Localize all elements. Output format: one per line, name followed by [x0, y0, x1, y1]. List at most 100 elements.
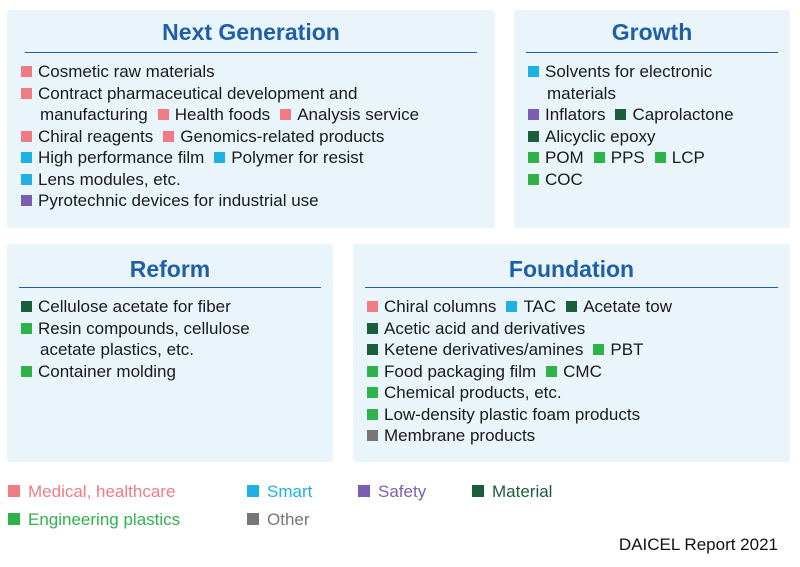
- list-item: PPS: [593, 148, 645, 167]
- category-square-icon: [21, 152, 32, 163]
- foundation-rule: [365, 287, 778, 288]
- item-text: Lens modules, etc.: [38, 169, 181, 189]
- category-square-icon: [367, 322, 378, 334]
- list-item: Solvents for electronic: [528, 62, 712, 81]
- list-item: COC: [528, 170, 583, 189]
- item-text: PPS: [610, 148, 645, 167]
- next-generation-items: Cosmetic raw materials Contract pharmaceu…: [21, 61, 419, 212]
- category-square-icon: [21, 130, 32, 142]
- item-text: Chemical products, etc.: [384, 383, 562, 402]
- category-square-icon: [367, 408, 378, 420]
- item-line: acetate plastics, etc.: [21, 339, 250, 361]
- category-square-icon: [21, 195, 32, 206]
- legend-item-other: Other: [247, 509, 310, 531]
- item-text: High performance film: [38, 148, 205, 167]
- list-item: Membrane products: [367, 426, 535, 445]
- next-generation-title: Next Generation: [162, 19, 340, 45]
- category-square-icon: [367, 365, 378, 377]
- list-item: Chiral columns: [367, 297, 496, 316]
- list-item: TAC: [506, 297, 556, 316]
- category-square-icon: [21, 173, 32, 185]
- list-item: acetate plastics, etc.: [40, 340, 194, 359]
- legend-item-material: Material: [472, 481, 552, 503]
- item-line: Container molding: [21, 361, 250, 383]
- legend-label: Other: [267, 510, 310, 529]
- item-text: TAC: [523, 297, 557, 316]
- item-text: PBT: [610, 340, 644, 359]
- category-square-icon: [615, 109, 627, 120]
- growth-rule: [526, 52, 778, 53]
- foundation-panel: Foundation Chiral columns TAC Acetate tow A…: [353, 244, 790, 462]
- category-square-icon: [546, 365, 558, 377]
- item-text: Food packaging film: [384, 361, 537, 381]
- item-text: Chiral reagents: [38, 126, 154, 146]
- item-line: Acetic acid and derivatives: [367, 318, 672, 340]
- item-line: Chemical products, etc.: [367, 382, 672, 404]
- item-line: Contract pharmaceutical development and: [21, 83, 419, 105]
- category-square-icon: [528, 173, 539, 185]
- item-text: Cosmetic raw materials: [38, 62, 215, 81]
- item-line: Food packaging film CMC: [367, 361, 672, 383]
- list-item: Low-density plastic foam products: [367, 405, 640, 424]
- list-item: Inflators: [528, 105, 605, 124]
- category-square-icon: [163, 130, 175, 142]
- category-square-icon: [566, 301, 578, 312]
- category-square-icon: [157, 109, 169, 120]
- item-text: Analysis service: [297, 105, 420, 124]
- category-square-icon: [528, 66, 539, 77]
- list-item: Chiral reagents: [21, 127, 153, 146]
- item-text: Cellulose acetate for fiber: [38, 297, 231, 316]
- item-line: Cosmetic raw materials: [21, 61, 419, 83]
- list-item: Analysis service: [280, 105, 419, 124]
- list-item: Acetate tow: [566, 297, 672, 316]
- list-item: Chemical products, etc.: [367, 383, 562, 402]
- item-text: Pyrotechnic devices for industrial use: [38, 191, 319, 210]
- next-generation-panel: Next Generation Cosmetic raw materials Co…: [7, 10, 495, 228]
- list-item: Caprolactone: [615, 105, 734, 124]
- list-item: Container molding: [21, 362, 176, 381]
- category-square-icon: [367, 430, 378, 441]
- list-item: Polymer for resist: [214, 148, 364, 167]
- list-item: POM: [528, 148, 584, 167]
- legend-label: Medical, healthcare: [28, 482, 176, 501]
- item-line: High performance film Polymer for resist: [21, 147, 419, 169]
- legend-label: Material: [492, 482, 553, 501]
- item-text: Health foods: [174, 105, 271, 124]
- category-square-icon: [21, 87, 32, 99]
- item-text: Caprolactone: [632, 105, 734, 124]
- item-text: manufacturing: [40, 105, 148, 124]
- item-text: Membrane products: [384, 426, 536, 445]
- item-line: manufacturing Health foods Analysis servic…: [21, 104, 419, 126]
- legend-item-safety: Safety: [358, 481, 426, 503]
- item-line: Lens modules, etc.: [21, 169, 419, 191]
- list-item: LCP: [654, 148, 705, 167]
- item-line: Alicyclic epoxy: [528, 126, 734, 148]
- list-item: Food packaging film: [367, 362, 536, 381]
- category-square-icon: [528, 130, 539, 142]
- foundation-items: Chiral columns TAC Acetate tow Acetic acid …: [367, 296, 672, 447]
- legend-item-engineering: Engineering plastics: [8, 509, 180, 531]
- item-line: materials: [528, 83, 734, 105]
- item-line: POM PPS LCP: [528, 147, 734, 169]
- category-square-icon: [528, 152, 539, 163]
- legend-square-icon: [247, 513, 259, 525]
- item-text: LCP: [671, 148, 705, 167]
- item-text: Genomics-related products: [180, 126, 385, 146]
- legend-square-icon: [8, 513, 20, 525]
- item-text: Inflators: [545, 105, 606, 124]
- item-text: Container molding: [38, 361, 176, 381]
- item-line: Cellulose acetate for fiber: [21, 296, 250, 318]
- legend-item-smart: Smart: [247, 481, 312, 503]
- next-generation-rule: [25, 52, 477, 53]
- item-text: Chiral columns: [384, 297, 497, 316]
- category-square-icon: [593, 152, 605, 163]
- category-square-icon: [280, 109, 292, 120]
- category-square-icon: [528, 109, 539, 120]
- item-text: Acetic acid and derivatives: [384, 318, 586, 338]
- legend-square-icon: [8, 485, 20, 497]
- growth-items: Solvents for electronic materials Inflator…: [528, 61, 734, 190]
- list-item: Cellulose acetate for fiber: [21, 297, 231, 316]
- list-item: High performance film: [21, 148, 204, 167]
- item-text: Solvents for electronic: [545, 62, 713, 81]
- reform-panel: Reform Cellulose acetate for fiber Resin …: [7, 244, 333, 462]
